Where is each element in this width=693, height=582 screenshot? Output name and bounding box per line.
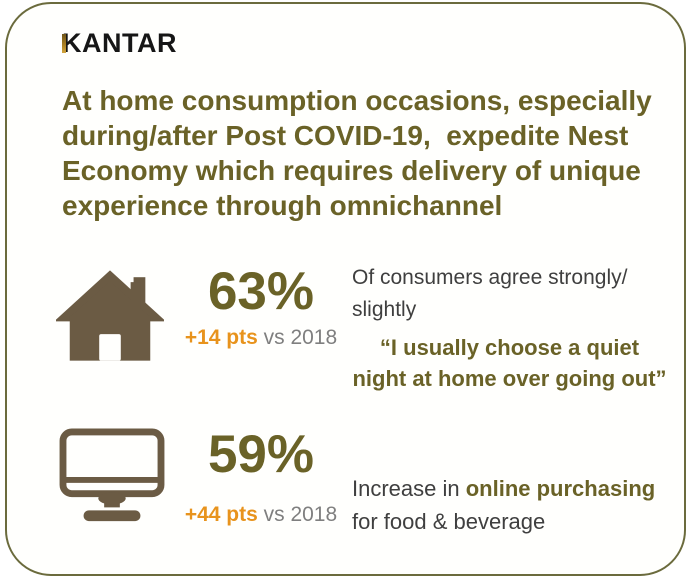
headline-line: At home consumption occasions, especiall… (62, 85, 652, 116)
stat-1-quote: “I usually choose a quiet night at home … (352, 332, 667, 394)
stat-2-description-line2: for food & beverage (352, 509, 546, 534)
kantar-logo-text: KANTAR (62, 28, 177, 58)
stat-2-values: 59% +44 pts vs 2018 (183, 426, 339, 527)
stat-2-description-line1: Increase in online purchasing (352, 472, 682, 505)
stat-1-delta: +14 pts (184, 326, 264, 349)
stat-2-description-bold: online purchasing (465, 476, 656, 501)
kantar-logo: KANTAR (62, 30, 177, 57)
headline-line: Economy which requires delivery of uniqu… (62, 155, 641, 186)
stat-2-delta-line: +44 pts vs 2018 (183, 503, 339, 527)
stat-1-description-line: Of consumers agree strongly/ (352, 266, 628, 289)
headline-line: during/after Post COVID-19, expedite Nes… (62, 120, 629, 151)
stat-1-description: Of consumers agree strongly/ slightly “I… (352, 262, 667, 394)
stat-2-value: 59% (207, 425, 315, 484)
stat-1-values: 63% +14 pts vs 2018 (183, 263, 339, 350)
house-icon (54, 268, 166, 367)
headline: At home consumption occasions, especiall… (62, 83, 662, 223)
stat-2-description: Increase in online purchasing for food &… (352, 472, 682, 538)
stat-1-comparison: vs 2018 (263, 326, 338, 349)
stat-1-description-line: slightly (352, 298, 417, 321)
monitor-icon (58, 428, 166, 531)
stat-1-quote-line: night at home over going out” (352, 366, 667, 391)
stat-2-comparison: vs 2018 (263, 503, 338, 526)
stat-1-delta-line: +14 pts vs 2018 (183, 326, 339, 350)
stat-2-delta: +44 pts (184, 503, 264, 526)
stat-2-description-prefix: Increase in (352, 476, 466, 501)
headline-line: experience through omnichannel (62, 190, 503, 221)
stat-1-value: 63% (207, 262, 315, 321)
stat-1-quote-line: “I usually choose a quiet (379, 335, 640, 360)
kantar-logo-gold-stem (62, 34, 66, 53)
